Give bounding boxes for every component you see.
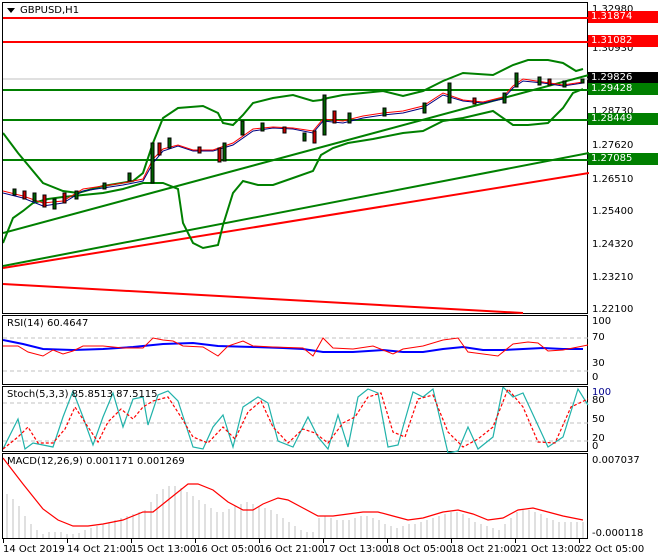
time-label: 21 Oct 13:00: [515, 544, 581, 555]
time-label: 17 Oct 13:00: [323, 544, 389, 555]
time-tick: [67, 538, 68, 543]
time-label: 18 Oct 05:00: [387, 544, 453, 555]
stoch-tick: 80: [592, 395, 605, 406]
resistance-tag: 1.31082: [588, 35, 658, 47]
time-tick: [131, 538, 132, 543]
rsi-plot: [3, 337, 589, 372]
rsi-tick: 100: [592, 316, 612, 327]
rsi-tick: 30: [592, 358, 605, 369]
time-tick: [515, 538, 516, 543]
time-tick: [387, 538, 388, 543]
price-tick: 1.22100: [592, 304, 634, 315]
price-tick: 1.26510: [592, 174, 634, 185]
time-label: 16 Oct 05:00: [195, 544, 261, 555]
rsi-tick: 70: [592, 332, 605, 343]
support-tag: 1.27085: [588, 153, 658, 165]
time-tick: [3, 538, 4, 543]
macd-title: MACD(12,26,9) 0.001171 0.001269: [7, 456, 185, 467]
support-tag: 1.29428: [588, 83, 658, 95]
support-tag: 1.28449: [588, 113, 658, 125]
price-tick: 1.28730: [592, 106, 634, 117]
time-tick: [451, 538, 452, 543]
macd-tick: -0.000118: [592, 528, 644, 539]
stoch-tick: 0: [592, 441, 599, 452]
time-tick: [259, 538, 260, 543]
time-label: 16 Oct 21:00: [259, 544, 325, 555]
macd-panel[interactable]: MACD(12,26,9) 0.001171 0.001269: [2, 453, 588, 539]
time-tick: [323, 538, 324, 543]
rsi-title: RSI(14) 60.4647: [7, 318, 89, 329]
price-chart-panel[interactable]: GBPUSD,H1: [2, 2, 589, 314]
time-label: 22 Oct 05:00: [579, 544, 645, 555]
price-tick: 1.25400: [592, 206, 634, 217]
chart-title[interactable]: GBPUSD,H1: [7, 5, 79, 16]
dropdown-triangle-icon[interactable]: [7, 7, 15, 13]
price-tick: 1.30930: [592, 43, 634, 54]
stoch-tick: 20: [592, 433, 605, 444]
stoch-plot: [3, 387, 589, 453]
stoch-tick: 50: [592, 414, 605, 425]
rsi-tick: 0: [592, 372, 599, 383]
time-label: 14 Oct 21:00: [67, 544, 133, 555]
macd-plot: [3, 457, 584, 538]
current-price-tag: 1.29826: [588, 72, 658, 84]
price-tick: 1.27620: [592, 140, 634, 151]
time-tick: [579, 538, 580, 543]
price-tick: 1.24320: [592, 239, 634, 250]
time-label: 15 Oct 13:00: [131, 544, 197, 555]
time-tick: [195, 538, 196, 543]
stoch-tick: 100: [592, 387, 612, 398]
price-plot: [3, 17, 589, 314]
time-label: 14 Oct 2019: [3, 544, 65, 555]
stoch-title: Stoch(5,3,3) 85.8513 87.5115: [7, 389, 158, 400]
macd-signal-line: [3, 457, 584, 527]
macd-histogram: [6, 486, 584, 538]
price-tick: 1.32980: [592, 4, 634, 15]
time-label: 18 Oct 21:00: [451, 544, 517, 555]
macd-tick: 0.007037: [592, 455, 640, 466]
resistance-tag: 1.31874: [588, 11, 658, 23]
price-tick: 1.23210: [592, 272, 634, 283]
rsi-panel[interactable]: RSI(14) 60.4647: [2, 315, 589, 385]
stochastic-panel[interactable]: Stoch(5,3,3) 85.8513 87.5115: [2, 386, 589, 453]
